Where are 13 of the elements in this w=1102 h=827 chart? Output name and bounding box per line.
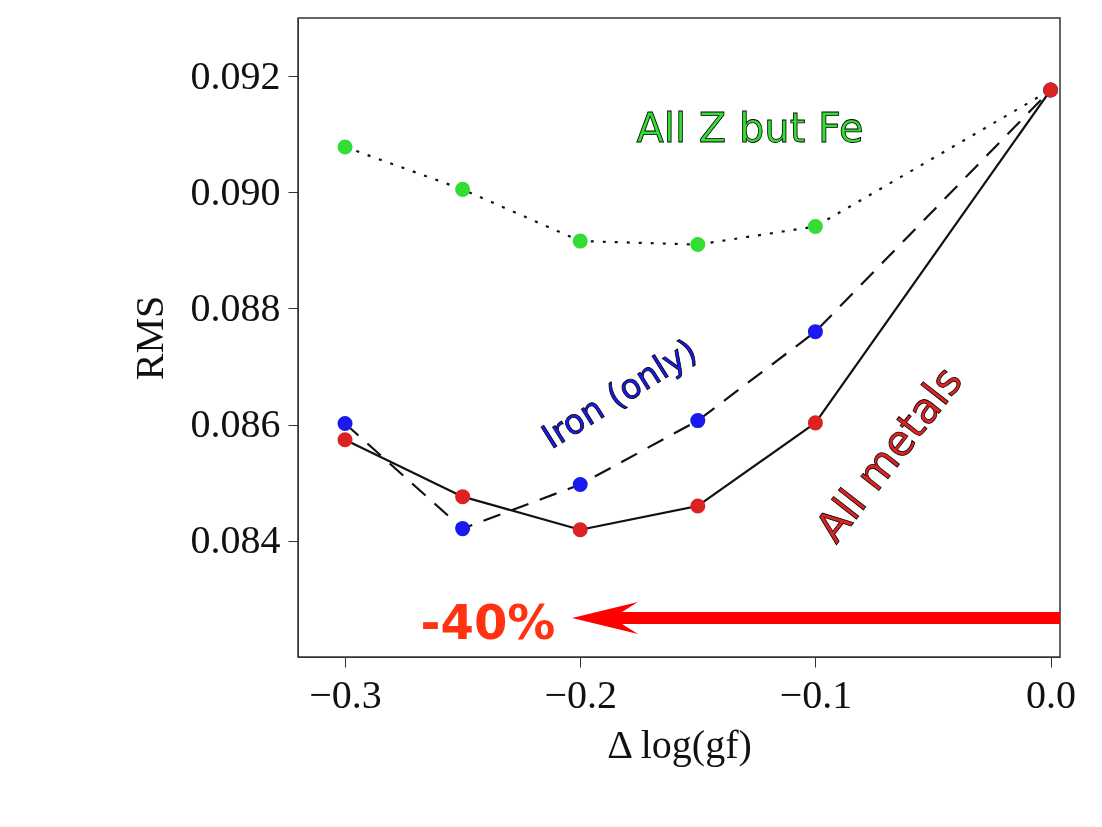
x-tick-label: −0.2 <box>544 671 617 717</box>
y-tick-label: 0.086 <box>190 401 281 447</box>
y-tick-label: 0.084 <box>190 517 281 563</box>
x-tick-label: 0.0 <box>1026 671 1077 717</box>
y-axis-title: RMS <box>126 295 172 381</box>
x-tick-label: −0.1 <box>779 671 853 717</box>
y-tick-label: 0.092 <box>190 52 281 98</box>
y-tick-label: 0.088 <box>190 284 281 330</box>
y-tick-label: 0.090 <box>190 168 281 214</box>
x-tick-label: −0.3 <box>309 671 382 717</box>
annotation: All Z but Fe <box>636 105 864 151</box>
x-axis-title: Δ log(gf) <box>607 721 752 767</box>
annotation: -40% <box>420 594 556 650</box>
